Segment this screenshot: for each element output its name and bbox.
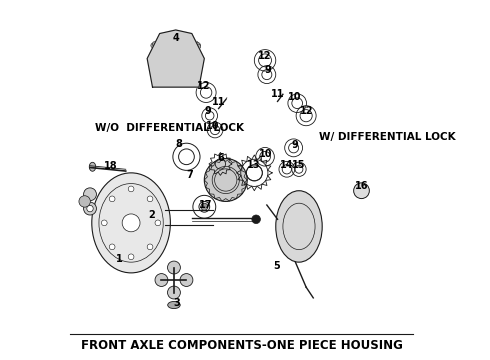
Circle shape [87, 205, 93, 212]
Circle shape [204, 158, 247, 202]
Text: 6: 6 [217, 153, 224, 163]
Circle shape [155, 274, 168, 287]
Circle shape [155, 220, 161, 226]
Text: 18: 18 [104, 161, 118, 171]
Text: 13: 13 [247, 160, 261, 170]
Text: 10: 10 [206, 121, 220, 131]
Circle shape [354, 183, 369, 199]
Text: W/O  DIFFERENTIAL LOCK: W/O DIFFERENTIAL LOCK [96, 123, 245, 133]
Circle shape [101, 220, 107, 226]
Circle shape [190, 40, 195, 45]
Text: 9: 9 [204, 107, 211, 116]
Circle shape [128, 254, 134, 260]
Circle shape [156, 40, 161, 45]
Text: 11: 11 [212, 97, 225, 107]
Text: 14: 14 [280, 160, 294, 170]
Circle shape [180, 274, 193, 287]
Circle shape [79, 196, 90, 207]
Text: W/ DIFFERENTIAL LOCK: W/ DIFFERENTIAL LOCK [318, 132, 455, 142]
Circle shape [201, 203, 208, 210]
Circle shape [252, 215, 260, 224]
Text: 10: 10 [259, 149, 273, 159]
Ellipse shape [168, 301, 180, 309]
Text: 3: 3 [173, 298, 180, 308]
Text: 7: 7 [186, 170, 193, 180]
Circle shape [128, 186, 134, 192]
Ellipse shape [89, 162, 96, 171]
Circle shape [179, 38, 184, 43]
Text: 8: 8 [176, 139, 183, 149]
Polygon shape [147, 30, 204, 87]
Circle shape [147, 244, 153, 250]
Circle shape [84, 188, 97, 201]
Circle shape [152, 41, 157, 46]
Text: 12: 12 [300, 107, 314, 116]
Circle shape [196, 42, 200, 48]
Circle shape [151, 43, 156, 48]
Circle shape [109, 196, 115, 202]
Ellipse shape [92, 173, 171, 273]
Text: 15: 15 [292, 160, 306, 170]
Text: 16: 16 [355, 181, 368, 192]
Circle shape [147, 196, 153, 202]
Circle shape [168, 286, 180, 299]
Text: 11: 11 [271, 89, 284, 99]
Circle shape [172, 38, 177, 43]
Text: 2: 2 [148, 210, 155, 220]
Text: 9: 9 [264, 65, 271, 75]
Text: 9: 9 [292, 140, 298, 150]
Circle shape [169, 59, 183, 73]
Circle shape [185, 39, 190, 44]
Text: 12: 12 [197, 81, 211, 91]
Text: 5: 5 [273, 261, 280, 271]
Circle shape [166, 39, 171, 44]
Text: FRONT AXLE COMPONENTS-ONE PIECE HOUSING: FRONT AXLE COMPONENTS-ONE PIECE HOUSING [81, 338, 403, 351]
Text: 17: 17 [198, 200, 212, 210]
Circle shape [122, 214, 140, 232]
Circle shape [196, 44, 200, 49]
Circle shape [109, 244, 115, 250]
Circle shape [193, 41, 198, 46]
Text: 4: 4 [173, 33, 180, 43]
Ellipse shape [276, 191, 322, 262]
Circle shape [84, 202, 97, 215]
Text: 12: 12 [258, 51, 272, 61]
Circle shape [168, 261, 180, 274]
Circle shape [160, 39, 165, 44]
Text: 10: 10 [288, 92, 301, 102]
Text: 1: 1 [116, 254, 123, 264]
